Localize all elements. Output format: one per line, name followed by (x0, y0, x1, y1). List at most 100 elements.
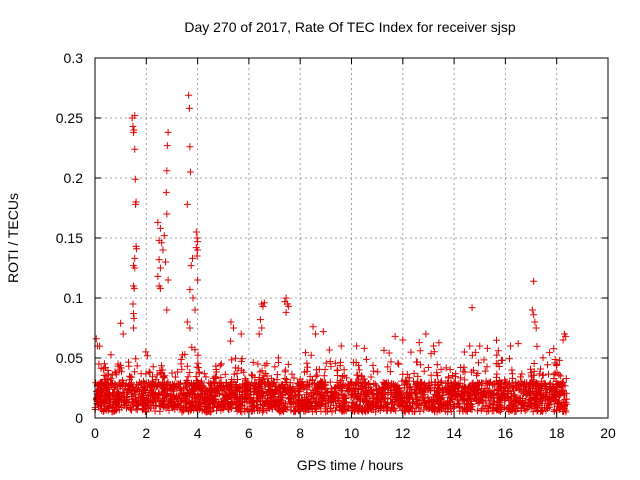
data-point (461, 383, 469, 391)
data-point (437, 401, 445, 409)
data-point (230, 370, 238, 378)
data-point (106, 390, 114, 398)
data-point (279, 385, 287, 393)
data-point (536, 386, 544, 394)
data-point (530, 378, 538, 386)
data-point (290, 407, 298, 415)
data-point (349, 403, 357, 411)
data-point (420, 406, 428, 414)
data-point (420, 367, 428, 375)
data-point (182, 398, 190, 406)
data-point (159, 366, 167, 374)
data-point (512, 378, 520, 386)
data-point (211, 373, 219, 381)
data-point (254, 389, 262, 397)
data-point (99, 407, 107, 415)
data-point (118, 404, 126, 412)
data-point (188, 254, 196, 262)
data-point (441, 386, 449, 394)
data-point (530, 311, 538, 319)
data-point (97, 364, 105, 372)
data-point (250, 391, 258, 399)
x-tick-label: 8 (296, 425, 304, 441)
data-point (312, 366, 320, 374)
data-point (184, 373, 192, 381)
data-point (255, 330, 263, 338)
data-point (350, 407, 358, 415)
data-point (180, 407, 188, 415)
data-point (95, 360, 103, 368)
data-point (314, 388, 322, 396)
data-point (514, 340, 522, 348)
data-point (305, 405, 313, 413)
data-point (92, 335, 100, 343)
data-point (553, 369, 561, 377)
data-point (137, 370, 145, 378)
data-point (358, 385, 366, 393)
data-point (322, 384, 330, 392)
data-point (559, 378, 567, 386)
data-point (178, 365, 186, 373)
data-point (498, 356, 506, 364)
data-point (550, 408, 558, 416)
data-point (100, 371, 108, 379)
data-point (146, 369, 154, 377)
data-point (213, 383, 221, 391)
data-point (99, 390, 107, 398)
data-point (286, 394, 294, 402)
data-point (390, 392, 398, 400)
data-point (511, 408, 519, 416)
data-point (344, 380, 352, 388)
data-point (536, 365, 544, 373)
data-point (338, 407, 346, 415)
data-point (394, 359, 402, 367)
data-point (111, 384, 119, 392)
data-point (204, 395, 212, 403)
data-point (248, 397, 256, 405)
data-point (467, 401, 475, 409)
data-point (164, 276, 172, 284)
data-point (265, 381, 273, 389)
data-point (472, 348, 480, 356)
data-point (133, 362, 141, 370)
data-point (415, 397, 423, 405)
data-point (115, 366, 123, 374)
data-point (446, 366, 454, 374)
data-point (299, 382, 307, 390)
data-point (457, 363, 465, 371)
data-point (123, 396, 131, 404)
data-point (387, 407, 395, 415)
data-point (129, 122, 137, 130)
data-point (328, 408, 336, 416)
data-point (287, 392, 295, 400)
data-point (434, 378, 442, 386)
data-point (227, 394, 235, 402)
x-tick-label: 0 (91, 425, 99, 441)
data-point (430, 348, 438, 356)
data-point (394, 401, 402, 409)
data-point (189, 401, 197, 409)
data-point (407, 348, 415, 356)
data-point (529, 391, 537, 399)
data-point (105, 370, 113, 378)
data-point (498, 394, 506, 402)
data-point (262, 389, 270, 397)
data-point (225, 388, 233, 396)
data-point (367, 373, 375, 381)
data-point (378, 397, 386, 405)
data-point (313, 371, 321, 379)
data-point (396, 391, 404, 399)
data-point (304, 398, 312, 406)
data-point (211, 392, 219, 400)
data-point (525, 403, 533, 411)
data-point (121, 382, 129, 390)
data-point (165, 406, 173, 414)
data-point (478, 405, 486, 413)
data-point (198, 381, 206, 389)
x-tick-label: 2 (142, 425, 150, 441)
data-point (412, 395, 420, 403)
data-point (186, 286, 194, 294)
data-point (194, 351, 202, 359)
data-point (431, 408, 439, 416)
data-point (186, 143, 194, 151)
